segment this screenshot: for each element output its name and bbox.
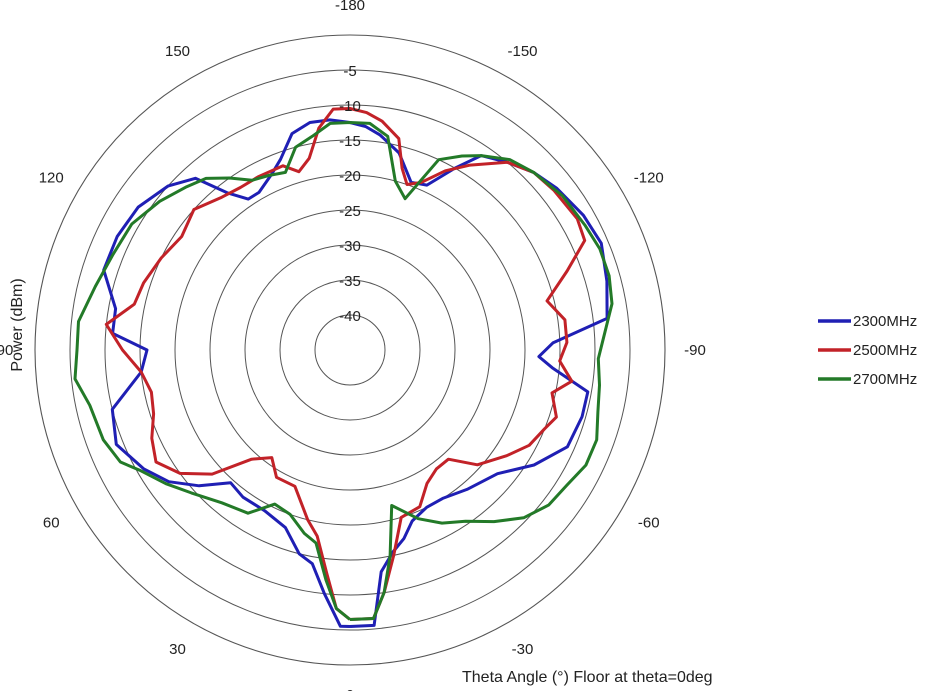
- legend-label: 2500MHz: [853, 342, 917, 359]
- angle-tick-label: -180: [335, 0, 365, 14]
- angular-axis-label: Theta Angle (°) Floor at theta=0deg: [462, 669, 713, 686]
- radial-tick-label: -20: [339, 168, 361, 185]
- series-line-2500MHz: [104, 107, 587, 621]
- legend: 2300MHz 2500MHz 2700MHz: [818, 313, 917, 388]
- angle-tick-label: -120: [634, 170, 664, 187]
- series-line-2300MHz: [102, 118, 609, 628]
- angle-tick-label: -90: [684, 342, 706, 359]
- radial-tick-label: -15: [339, 133, 361, 150]
- angle-tick-label: 150: [165, 43, 190, 60]
- radial-grid-ring: [209, 209, 491, 491]
- angle-tick-label: 60: [43, 515, 60, 532]
- radial-grid-ring: [104, 104, 596, 596]
- radial-grid-ring: [69, 69, 631, 631]
- angle-tick-label: 120: [39, 170, 64, 187]
- angle-tick-label: -60: [638, 515, 660, 532]
- radial-grid-ring: [174, 174, 526, 526]
- radial-grid-ring: [244, 244, 456, 456]
- angle-tick-label: 90: [0, 342, 13, 359]
- radial-tick-label: -30: [339, 238, 361, 255]
- series-line-2700MHz: [73, 121, 614, 621]
- radial-tick-label: -10: [339, 98, 361, 115]
- radial-tick-label: -25: [339, 203, 361, 220]
- radial-tick-label: -5: [343, 63, 356, 80]
- tick-labels: -40 -35 -30 -25 -20 -15 -10 -5 -180 -150 -120 -90 -6…: [0, 0, 706, 691]
- radial-grid-ring: [279, 279, 421, 421]
- legend-label: 2300MHz: [853, 313, 917, 330]
- series-layer: [73, 107, 614, 628]
- angle-tick-label: 0: [346, 687, 354, 691]
- radial-grid-ring: [314, 314, 386, 386]
- radial-grid-ring: [139, 139, 561, 561]
- radial-axis-label: Power (dBm): [9, 278, 26, 371]
- angle-tick-label: 30: [169, 641, 186, 658]
- angle-tick-label: -30: [512, 641, 534, 658]
- radial-tick-label: -40: [339, 308, 361, 325]
- angle-tick-label: -150: [507, 43, 537, 60]
- radial-tick-label: -35: [339, 273, 361, 290]
- outer-ring: [34, 34, 666, 666]
- polar-grid: [34, 34, 666, 666]
- legend-label: 2700MHz: [853, 371, 917, 388]
